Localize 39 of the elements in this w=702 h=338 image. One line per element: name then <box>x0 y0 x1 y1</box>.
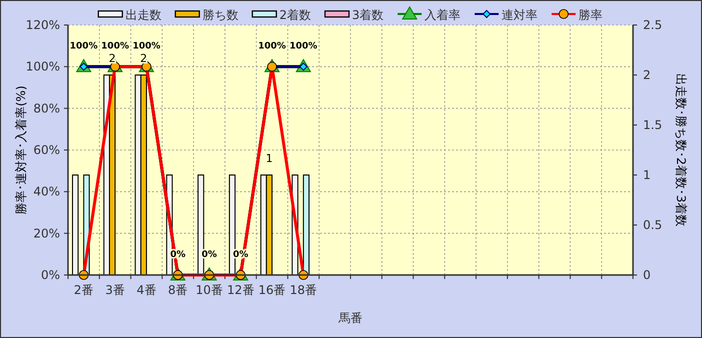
y2-tick-label: 2.5 <box>643 18 662 32</box>
data-label: 1 <box>266 152 273 165</box>
x-axis-title: 馬番 <box>338 311 362 325</box>
x-tick-label: 2番 <box>74 283 94 297</box>
legend-label: 勝率 <box>578 8 603 22</box>
y2-tick-label: 0.5 <box>643 218 662 232</box>
y-axis-title: 勝率･連対率･入着率(%) <box>14 86 28 214</box>
x-tick-label: 3番 <box>105 283 125 297</box>
y2-tick-label: 1.5 <box>643 118 662 132</box>
y2-axis-title: 出走数･勝ち数･2着数･3着数 <box>674 73 688 227</box>
legend-label: 2着数 <box>279 8 311 22</box>
data-label: 100% <box>258 42 286 52</box>
x-tick-label: 4番 <box>136 283 156 297</box>
y-tick-label: 0% <box>40 268 60 282</box>
x-tick-label: 18番 <box>290 283 318 297</box>
data-label: 100% <box>70 42 98 52</box>
y-tick-label: 80% <box>33 101 60 116</box>
y2-tick-label: 0 <box>643 268 651 282</box>
data-label: 100% <box>290 42 318 52</box>
legend-label: 勝ち数 <box>202 8 238 22</box>
y-tick-label: 100% <box>26 60 60 74</box>
data-label: 100% <box>132 42 160 52</box>
legend-label: 出走数 <box>125 8 162 22</box>
y-tick-label: 20% <box>33 226 60 240</box>
x-tick-label: 8番 <box>168 283 188 297</box>
y-tick-label: 120% <box>26 18 60 32</box>
x-tick-label: 16番 <box>258 283 286 297</box>
y2-tick-label: 1 <box>643 168 651 182</box>
y2-tick-label: 2 <box>643 68 651 82</box>
y-tick-label: 60% <box>33 143 60 157</box>
y-tick-label: 40% <box>33 184 60 199</box>
data-label: 2 <box>108 52 116 65</box>
data-label: 100% <box>101 42 129 52</box>
legend-label: 入着率 <box>424 8 461 22</box>
x-tick-label: 10番 <box>196 283 223 297</box>
x-tick-label: 12番 <box>227 283 254 297</box>
legend-label: 連対率 <box>502 8 538 22</box>
legend-label: 3着数 <box>352 8 384 22</box>
data-label: 2 <box>140 52 148 65</box>
